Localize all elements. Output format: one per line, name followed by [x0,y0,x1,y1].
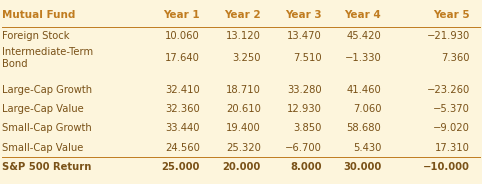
Text: 5.430: 5.430 [353,143,381,153]
Text: 12.930: 12.930 [287,104,321,114]
Text: −21.930: −21.930 [427,31,470,41]
Text: 17.640: 17.640 [165,53,200,63]
Text: Large-Cap Value: Large-Cap Value [2,104,84,114]
Text: 13.120: 13.120 [226,31,261,41]
Text: −1.330: −1.330 [345,53,381,63]
Text: 58.680: 58.680 [347,123,381,133]
Text: −5.370: −5.370 [433,104,470,114]
Text: Mutual Fund: Mutual Fund [2,10,76,20]
Text: 32.410: 32.410 [165,85,200,95]
Text: Intermediate-Term
Bond: Intermediate-Term Bond [2,47,94,69]
Text: 30.000: 30.000 [343,162,381,172]
Text: −23.260: −23.260 [427,85,470,95]
Text: 33.440: 33.440 [165,123,200,133]
Text: 45.420: 45.420 [347,31,381,41]
Text: 7.510: 7.510 [293,53,321,63]
Text: Large-Cap Growth: Large-Cap Growth [2,85,93,95]
Text: 24.560: 24.560 [165,143,200,153]
Text: Year 5: Year 5 [433,10,470,20]
Text: 20.000: 20.000 [223,162,261,172]
Text: 18.710: 18.710 [226,85,261,95]
Text: 8.000: 8.000 [290,162,321,172]
Text: Foreign Stock: Foreign Stock [2,31,70,41]
Text: 10.060: 10.060 [165,31,200,41]
Text: 41.460: 41.460 [347,85,381,95]
Text: Year 2: Year 2 [224,10,261,20]
Text: −9.020: −9.020 [433,123,470,133]
Text: −10.000: −10.000 [423,162,470,172]
Text: 33.280: 33.280 [287,85,321,95]
Text: 7.060: 7.060 [353,104,381,114]
Text: Small-Cap Value: Small-Cap Value [2,143,84,153]
Text: 13.470: 13.470 [287,31,321,41]
Text: Year 3: Year 3 [285,10,321,20]
Text: 25.000: 25.000 [161,162,200,172]
Text: 19.400: 19.400 [226,123,261,133]
Text: Small-Cap Growth: Small-Cap Growth [2,123,92,133]
Text: 32.360: 32.360 [165,104,200,114]
Text: 17.310: 17.310 [435,143,470,153]
Text: 25.320: 25.320 [226,143,261,153]
Text: S&P 500 Return: S&P 500 Return [2,162,92,172]
Text: 3.850: 3.850 [293,123,321,133]
Text: Year 4: Year 4 [345,10,381,20]
Text: 20.610: 20.610 [226,104,261,114]
Text: 7.360: 7.360 [442,53,470,63]
Text: −6.700: −6.700 [284,143,321,153]
Text: 3.250: 3.250 [232,53,261,63]
Text: Year 1: Year 1 [163,10,200,20]
